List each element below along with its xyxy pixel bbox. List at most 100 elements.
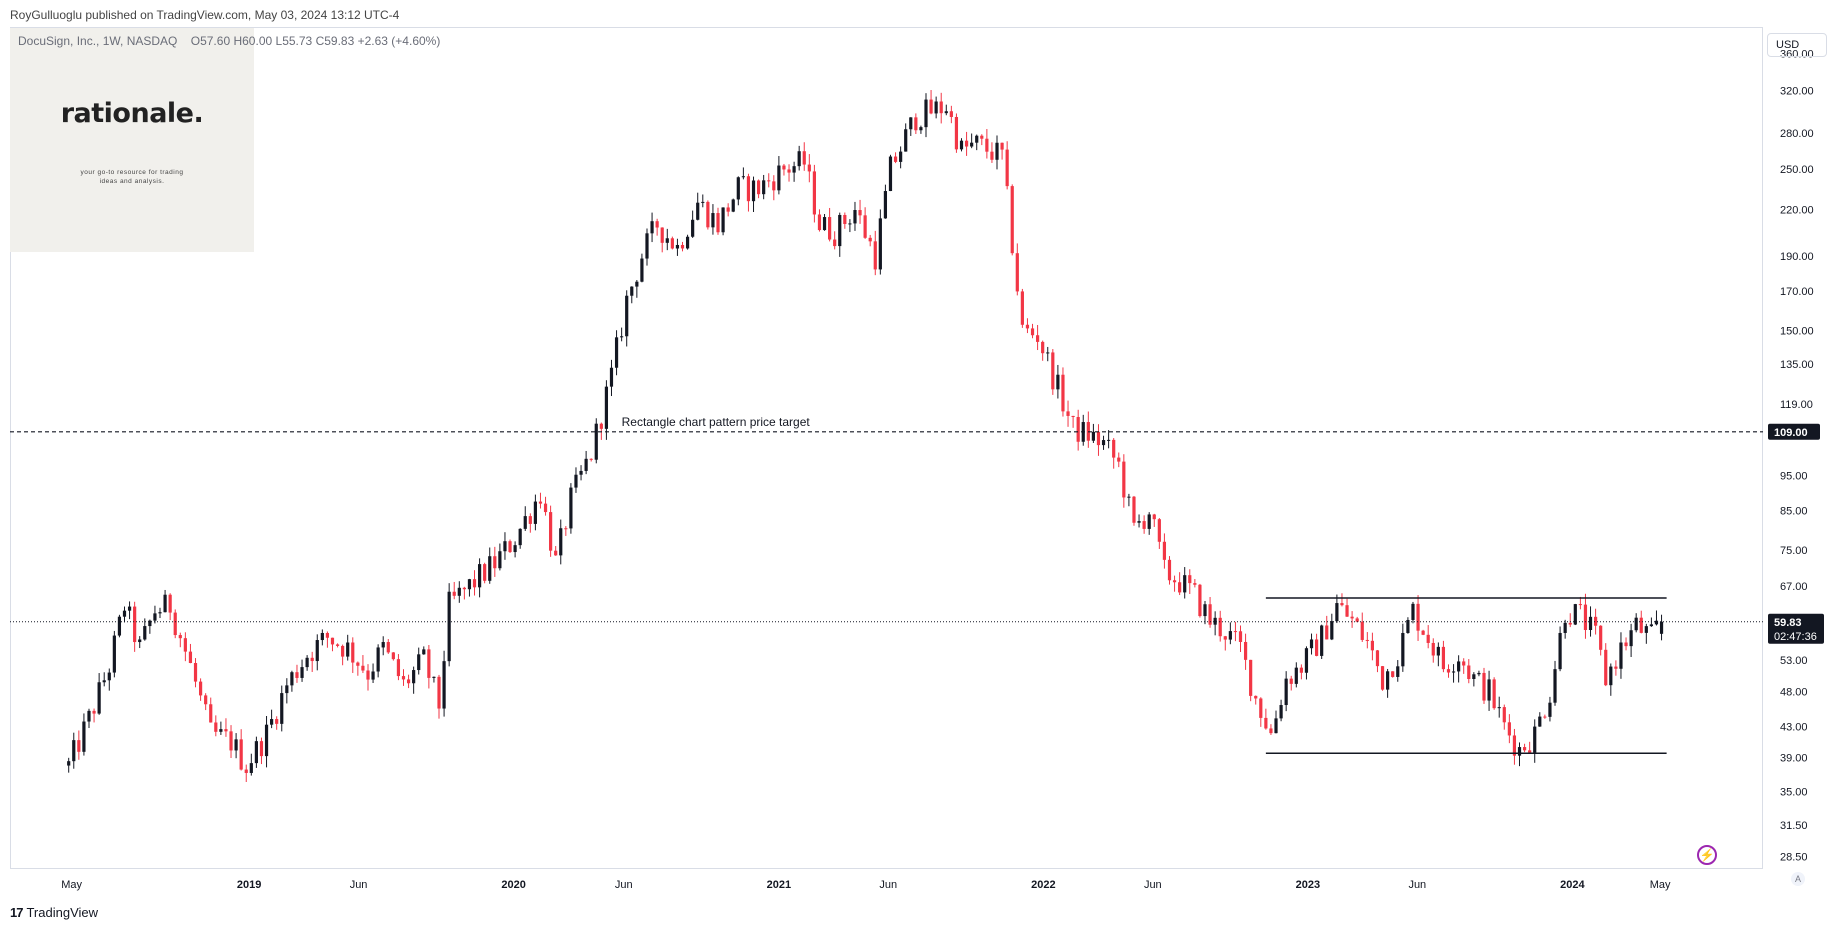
- candle: [1487, 670, 1491, 711]
- candle-body: [868, 237, 872, 242]
- candle: [756, 179, 761, 199]
- candle-body: [564, 528, 568, 530]
- candle: [589, 458, 593, 462]
- candle: [513, 541, 517, 558]
- candle-body: [949, 111, 953, 117]
- candle: [1528, 741, 1532, 754]
- candle: [1406, 617, 1410, 634]
- candle-body: [1639, 617, 1643, 633]
- candle-body: [1472, 674, 1476, 679]
- currency-button[interactable]: USD: [1767, 33, 1827, 57]
- candle-body: [1492, 679, 1496, 709]
- candle-body: [635, 281, 639, 287]
- candle: [204, 693, 208, 711]
- candle: [1289, 675, 1293, 691]
- candle-body: [1401, 632, 1405, 667]
- candle-body: [944, 111, 948, 114]
- candle-body: [975, 135, 979, 143]
- candle: [1462, 658, 1466, 674]
- candle-body: [259, 741, 264, 757]
- candle: [1172, 575, 1177, 592]
- candle: [193, 658, 198, 688]
- candle-body: [797, 151, 801, 167]
- candle-body: [711, 213, 715, 228]
- candle-body: [254, 741, 258, 764]
- candle-body: [1558, 632, 1562, 670]
- candle: [1604, 643, 1608, 687]
- candle-body: [939, 101, 943, 114]
- candle-body: [1030, 328, 1035, 336]
- footer-brand[interactable]: 17 TradingView: [10, 905, 98, 920]
- candle: [168, 593, 172, 621]
- auto-scale-button[interactable]: A: [1791, 872, 1805, 886]
- candle-body: [620, 336, 624, 338]
- candle-body: [341, 645, 345, 657]
- candle-body: [762, 180, 766, 195]
- candle: [944, 104, 948, 116]
- candle-body: [219, 729, 223, 732]
- candle: [366, 664, 370, 691]
- candle-body: [959, 140, 964, 150]
- candle: [498, 543, 502, 571]
- candle: [396, 654, 401, 681]
- candle-body: [305, 657, 309, 668]
- legend-change: +2.63 (+4.60%): [357, 34, 441, 48]
- candle-body: [285, 685, 289, 694]
- candle-body: [1015, 253, 1019, 292]
- candle-body: [964, 140, 969, 147]
- candle-body: [264, 724, 269, 757]
- candle: [696, 192, 700, 221]
- candle-body: [594, 423, 598, 460]
- legend-high: H60.00: [233, 34, 273, 48]
- candle-body: [1076, 417, 1080, 442]
- publisher-bar: RoyGulluoglu published on TradingView.co…: [0, 0, 1835, 28]
- candle-body: [275, 719, 279, 724]
- candle-body: [1147, 514, 1151, 529]
- footer-brand-label: TradingView: [26, 905, 99, 920]
- candle: [1279, 699, 1283, 722]
- candle-body: [980, 135, 984, 139]
- candle-body: [1380, 666, 1385, 690]
- candle-body: [427, 649, 431, 678]
- y-tick-label: 190.00: [1780, 251, 1814, 263]
- lightning-icon[interactable]: ⚡: [1697, 845, 1717, 865]
- candle-body: [533, 501, 537, 524]
- candle-body: [909, 117, 913, 130]
- candle: [1436, 642, 1440, 667]
- candle-body: [746, 176, 751, 202]
- candle: [87, 708, 91, 729]
- candle-body: [1254, 695, 1258, 699]
- candle: [1522, 743, 1527, 753]
- candle: [533, 494, 537, 531]
- candle: [92, 708, 96, 723]
- candle: [751, 176, 756, 213]
- candle: [1167, 556, 1172, 585]
- candle-body: [741, 176, 745, 178]
- y-tick-label: 220.00: [1780, 204, 1814, 216]
- candle-body: [442, 661, 446, 709]
- candle: [356, 661, 360, 676]
- candle: [1325, 615, 1329, 640]
- candle: [1091, 423, 1095, 443]
- candle-body: [777, 165, 781, 191]
- candle-body: [1142, 521, 1146, 529]
- candle: [893, 152, 898, 164]
- candle: [1081, 414, 1085, 446]
- candle-body: [1436, 646, 1440, 656]
- candle: [320, 629, 324, 646]
- candle-body: [483, 564, 487, 581]
- candle: [219, 721, 223, 735]
- candle-body: [858, 210, 862, 216]
- candle-body: [1467, 665, 1471, 679]
- candle-body: [1619, 642, 1623, 669]
- candle: [640, 253, 644, 283]
- candle-body: [1502, 707, 1506, 723]
- candle: [909, 117, 913, 136]
- candle-body: [249, 763, 253, 773]
- x-tick-label: Jun: [350, 879, 368, 891]
- candle: [574, 467, 578, 493]
- candle-body: [990, 151, 994, 160]
- candle-body: [412, 670, 416, 684]
- candle: [904, 123, 908, 152]
